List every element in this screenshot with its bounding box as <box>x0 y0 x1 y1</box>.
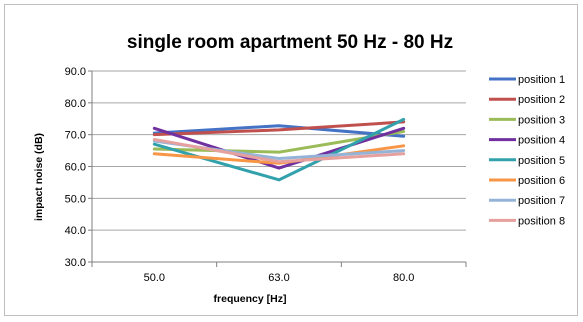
legend: position 1 position 2 position 3 position 4… <box>489 74 565 227</box>
x-tick-labels: 50.0 63.0 80.0 <box>144 272 415 284</box>
x-axis-title: frequency [Hz] <box>214 293 287 305</box>
axes <box>88 70 467 267</box>
series-lines <box>152 117 406 182</box>
series-line-position-4 <box>152 126 406 170</box>
y-tick-label: 30.0 <box>65 257 86 269</box>
y-tick-label: 90.0 <box>65 66 86 78</box>
x-tick-label: 50.0 <box>144 272 165 284</box>
y-tick-label: 80.0 <box>65 98 86 110</box>
x-tick-label: 80.0 <box>393 272 414 284</box>
legend-label: position 5 <box>518 155 565 167</box>
legend-label: position 2 <box>518 94 565 106</box>
legend-label: position 4 <box>518 135 565 147</box>
y-tick-label: 70.0 <box>65 130 86 142</box>
series-line-position-8 <box>152 137 406 164</box>
x-tick-label: 63.0 <box>268 272 289 284</box>
y-tick-label: 60.0 <box>65 162 86 174</box>
series-line-position-6 <box>152 144 406 165</box>
y-tick-label: 40.0 <box>65 225 86 237</box>
legend-label: position 7 <box>518 195 565 207</box>
series-line-position-2 <box>152 120 406 137</box>
legend-label: position 3 <box>518 114 565 126</box>
legend-label: position 6 <box>518 175 565 187</box>
series-line-position-1 <box>152 124 406 138</box>
y-tick-labels: 30.0 40.0 50.0 60.0 70.0 80.0 90.0 <box>65 66 86 269</box>
chart-title: single room apartment 50 Hz - 80 Hz <box>127 32 453 53</box>
y-tick-label: 50.0 <box>65 193 86 205</box>
legend-label: position 1 <box>518 74 565 86</box>
gridlines <box>92 70 466 231</box>
legend-label: position 8 <box>518 215 565 227</box>
y-axis-title: impact noise (dB) <box>33 133 45 221</box>
